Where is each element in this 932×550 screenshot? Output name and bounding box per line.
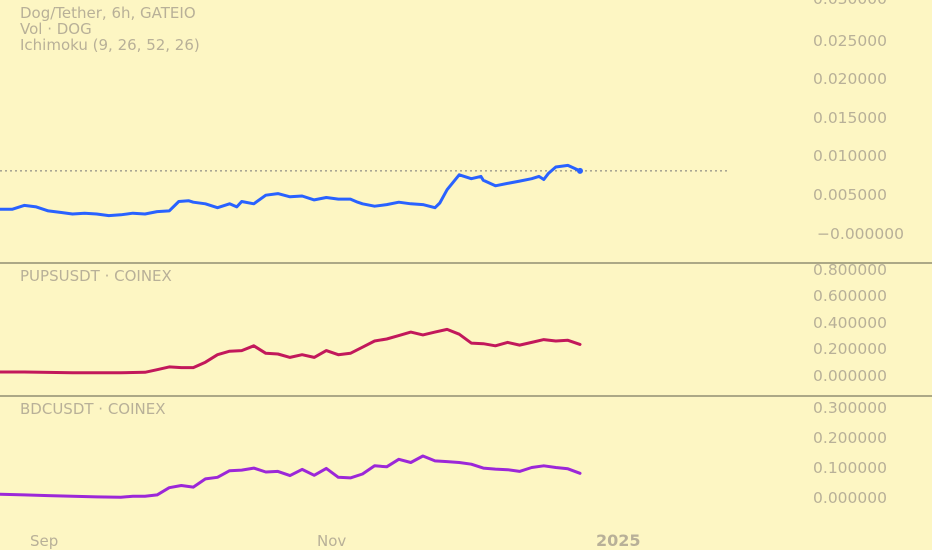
- main-symbol-legend[interactable]: Dog/Tether, 6h, GATEIO: [20, 4, 196, 22]
- ichimoku-legend[interactable]: Ichimoku (9, 26, 52, 26): [20, 36, 200, 54]
- price-axis-label: 0.010000: [813, 147, 887, 165]
- time-axis-label: Sep: [30, 532, 58, 550]
- price-axis-label: 0.600000: [813, 287, 887, 305]
- bdc-price-line[interactable]: [0, 454, 582, 499]
- price-axis-label: 0.030000: [813, 0, 887, 8]
- price-axis-label: −0.000000: [817, 225, 904, 243]
- volume-legend[interactable]: Vol · DOG: [20, 20, 92, 38]
- price-axis-label: 0.000000: [813, 367, 887, 385]
- price-axis-label: 0.300000: [813, 399, 887, 417]
- dog-price-line[interactable]: [0, 163, 582, 218]
- price-axis-label: 0.200000: [813, 429, 887, 447]
- price-axis-label: 0.025000: [813, 32, 887, 50]
- pups-price-line[interactable]: [0, 327, 582, 375]
- price-axis-label: 0.100000: [813, 459, 887, 477]
- price-axis-label: 0.005000: [813, 186, 887, 204]
- bdc-legend[interactable]: BDCUSDT · COINEX: [20, 400, 166, 418]
- price-axis-label: 0.015000: [813, 109, 887, 127]
- dog-last-price-marker: [577, 167, 583, 174]
- pups-legend[interactable]: PUPSUSDT · COINEX: [20, 267, 172, 285]
- price-axis-label: 0.200000: [813, 340, 887, 358]
- time-axis-label: Nov: [317, 532, 346, 550]
- price-axis-label: 0.000000: [813, 489, 887, 507]
- price-axis-label: 0.400000: [813, 314, 887, 332]
- price-axis-label: 0.800000: [813, 261, 887, 279]
- price-axis-label: 0.020000: [813, 70, 887, 88]
- time-axis-label: 2025: [596, 531, 641, 550]
